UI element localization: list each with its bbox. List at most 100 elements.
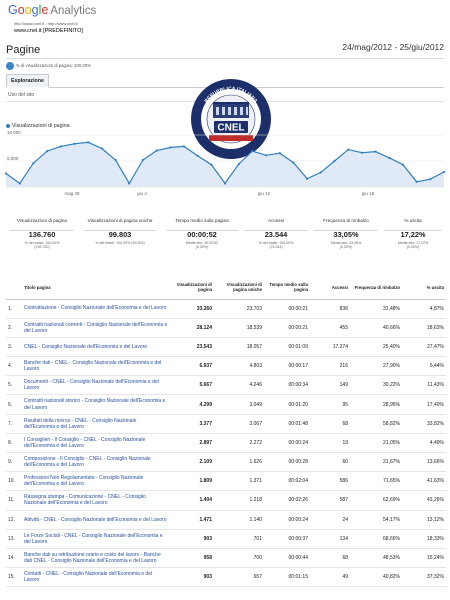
- data-point[interactable]: [100, 147, 103, 150]
- data-point[interactable]: [46, 150, 49, 153]
- data-point[interactable]: [251, 150, 254, 153]
- data-point[interactable]: [182, 145, 185, 148]
- data-point[interactable]: [18, 182, 21, 185]
- page-title-link[interactable]: Rassegna stampa - Comunicazione - CNEL -…: [22, 490, 170, 511]
- data-point[interactable]: [360, 151, 363, 154]
- cell-time: 00:02:26: [264, 490, 310, 511]
- cell-exit: 33,82%: [402, 414, 446, 434]
- page-title-link[interactable]: Contratti nazionali storico - Consiglio …: [22, 394, 170, 415]
- data-point[interactable]: [128, 182, 131, 185]
- data-point[interactable]: [306, 177, 309, 180]
- cell-pv: 1.471: [170, 510, 214, 530]
- scorecard-sub2: (0,00%): [339, 245, 353, 249]
- data-point[interactable]: [223, 182, 227, 185]
- cell-acc: 60: [310, 452, 350, 473]
- page-title-link[interactable]: Risultati della ricerca - CNEL - Consigl…: [22, 414, 170, 434]
- table-row: 13. Le Forze Sociali - CNEL - Consiglio N…: [6, 529, 446, 549]
- page-title-link[interactable]: Le Forze Sociali - CNEL - Consiglio Nazi…: [22, 529, 170, 549]
- cell-time: 00:00:21: [264, 299, 310, 319]
- data-point[interactable]: [73, 142, 76, 145]
- cell-exit: 4,49%: [402, 433, 446, 454]
- data-point[interactable]: [4, 172, 8, 175]
- cell-acc: 134: [310, 529, 350, 549]
- page-title-link[interactable]: Contrattazione - Consiglio Nazionale del…: [22, 299, 170, 319]
- data-point[interactable]: [347, 148, 350, 151]
- page-title-link[interactable]: Documenti - CNEL - Consiglio Nazionale d…: [22, 375, 170, 396]
- data-point[interactable]: [59, 145, 62, 148]
- data-point[interactable]: [388, 156, 391, 159]
- cell-acc: 49: [310, 567, 350, 588]
- column-header[interactable]: Visualizzazioni di pagina: [170, 276, 214, 300]
- column-header[interactable]: Titolo pagina: [22, 276, 170, 300]
- data-point[interactable]: [87, 141, 90, 144]
- data-point[interactable]: [32, 162, 35, 165]
- cell-upv: 18.539: [214, 318, 264, 338]
- column-header[interactable]: % uscita: [402, 276, 446, 300]
- page-title-link[interactable]: CNEL - Consiglio Nazionale dell'Economia…: [22, 337, 170, 358]
- cell-pv: 23.543: [170, 337, 214, 358]
- cell-pv: 958: [170, 548, 214, 569]
- page-title-link[interactable]: I Consiglieri - Il Consiglio - CNEL - Co…: [22, 433, 170, 454]
- scorecard-value: 99.803: [108, 230, 132, 239]
- date-range-picker[interactable]: 24/mag/2012 - 25/giu/2012: [342, 42, 444, 52]
- data-point[interactable]: [196, 154, 199, 157]
- page-title-link[interactable]: Banche dati - CNEL - Consiglio Nazionale…: [22, 356, 170, 377]
- scorecard-sub2: (0,00%): [406, 245, 420, 249]
- scorecard-bar: [166, 230, 238, 231]
- row-index: 14.: [6, 548, 22, 569]
- x-tick-label: giu 4: [137, 191, 147, 196]
- data-point[interactable]: [210, 163, 213, 166]
- data-point[interactable]: [114, 158, 117, 162]
- cell-pv: 1.809: [170, 471, 214, 492]
- table-row: 6. Contratti nazionali storico - Consigli…: [6, 394, 446, 415]
- cell-exit: 15,24%: [402, 548, 446, 569]
- profile-name[interactable]: www.cnel.it [PREDEFINITO]: [14, 28, 83, 34]
- cell-pv: 1.404: [170, 490, 214, 511]
- column-header[interactable]: Frequenza di rimbalzo: [350, 276, 402, 300]
- cell-pv: 28.124: [170, 318, 214, 338]
- cell-upv: 700: [214, 548, 264, 569]
- data-point[interactable]: [319, 171, 322, 174]
- column-header[interactable]: Accessi: [310, 276, 350, 300]
- data-point[interactable]: [155, 149, 158, 152]
- cell-exit: 4,87%: [402, 299, 446, 319]
- cell-acc: 836: [310, 299, 350, 319]
- cnel-logo: REPUBBLICA ITALIANA CNEL: [191, 79, 271, 159]
- row-index: 9.: [6, 452, 22, 473]
- page-title-link[interactable]: Attività - CNEL - Consiglio Nazionale de…: [22, 510, 170, 530]
- scorecard-sub: % del totale: 100,00%: [258, 241, 294, 245]
- data-point[interactable]: [237, 163, 240, 166]
- google-wordmark: Google: [8, 3, 49, 17]
- data-point[interactable]: [401, 163, 404, 166]
- column-header[interactable]: Tempo medio sulla pagina: [264, 276, 310, 300]
- page-title-link[interactable]: Banche dati su retribuzione orario e cos…: [22, 548, 170, 569]
- scorecard-bar: [314, 230, 378, 231]
- data-point[interactable]: [429, 178, 432, 181]
- subtab-site-usage[interactable]: Uso del sito: [8, 92, 35, 98]
- cell-acc: 19: [310, 433, 350, 454]
- page-title-link[interactable]: Contatti - CNEL - Consiglio Nazionale de…: [22, 567, 170, 588]
- data-point[interactable]: [292, 161, 295, 164]
- data-point[interactable]: [265, 154, 268, 157]
- cell-acc: 216: [310, 356, 350, 377]
- page-title-link[interactable]: Contratti nazionali correnti - Consiglio…: [22, 318, 170, 338]
- chart-legend[interactable]: Visualizzazioni di pagina: [6, 123, 70, 129]
- data-point[interactable]: [333, 159, 336, 163]
- data-point[interactable]: [415, 180, 418, 183]
- data-point[interactable]: [442, 170, 446, 173]
- data-point[interactable]: [169, 146, 172, 149]
- page-title-link[interactable]: Composizione - Il Consiglio - CNEL - Con…: [22, 452, 170, 473]
- column-header[interactable]: Visualizzazioni di pagina uniche: [214, 276, 264, 300]
- cell-pv: 4.299: [170, 394, 214, 415]
- cell-upv: 1.140: [214, 510, 264, 530]
- cell-exit: 6,44%: [402, 356, 446, 377]
- tab-explore[interactable]: Esplorazione: [6, 74, 49, 88]
- data-point[interactable]: [374, 150, 377, 153]
- google-analytics-logo[interactable]: Google Analytics: [8, 3, 96, 18]
- cell-time: 00:00:34: [264, 375, 310, 396]
- table-row: 4. Banche dati - CNEL - Consiglio Naziona…: [6, 356, 446, 377]
- pageviews-line-chart[interactable]: 10.000 5.000 mag 28 giu 4 giu 12 giu 18: [0, 128, 450, 200]
- page-title-link[interactable]: Professioni Non Regolamentate - Consigli…: [22, 471, 170, 492]
- data-point[interactable]: [141, 158, 144, 162]
- data-point[interactable]: [278, 152, 281, 155]
